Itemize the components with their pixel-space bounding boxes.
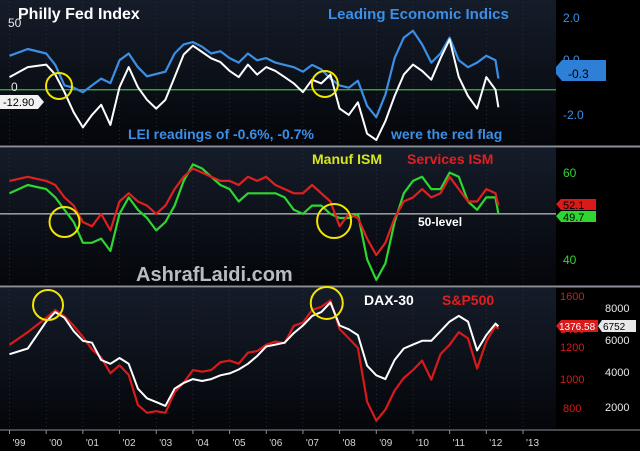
p3-sp-value: 1376.58	[559, 322, 596, 333]
x-label-2005: '05	[233, 438, 246, 449]
series-philly-fed	[9, 38, 500, 141]
p3-sp-tick-1600: 1600	[560, 291, 584, 303]
watermark: AshrafLaidi.com	[136, 264, 293, 286]
p2-legend-services: Services ISM	[407, 151, 493, 167]
circle-p3-2007	[309, 286, 344, 320]
x-label-2006: '06	[269, 438, 282, 449]
circle-p2-2000	[48, 206, 81, 238]
p3-dax-tick-6000: 6000	[605, 335, 629, 347]
p3-dax-value: 6752	[603, 322, 626, 333]
panel3-background	[0, 288, 556, 429]
reference-lines	[0, 89, 556, 215]
p3-sp-tick-1000: 1000	[560, 374, 584, 386]
x-label-2009: '09	[379, 438, 392, 449]
p1-annotation-flag: were the red flag	[390, 126, 502, 142]
circle-p2-2007	[316, 203, 353, 239]
x-label-2007: '07	[306, 438, 319, 449]
p2-fifty-label: 50-level	[418, 215, 462, 229]
x-label-2013: '13	[526, 438, 539, 449]
x-label-2008: '08	[343, 438, 356, 449]
p1-title: Philly Fed Index	[18, 6, 140, 23]
p3-sp-tick-800: 800	[563, 403, 581, 415]
circle-p1-2000	[45, 72, 74, 100]
p1-right-value: -0.3	[568, 67, 589, 81]
p1-right-value-badge	[556, 60, 606, 81]
x-label-2012: '12	[489, 438, 502, 449]
p2-legend-manuf: Manuf ISM	[312, 151, 382, 167]
series-manuf-ism	[9, 163, 500, 281]
p1-left-tick-50: 50	[8, 16, 22, 30]
series-services-ism	[9, 167, 500, 257]
series-dax30	[9, 301, 500, 407]
p1-right-tick-neg2: -2.0	[563, 108, 584, 122]
series-sp500	[8, 299, 500, 422]
x-label-2002: '02	[123, 438, 136, 449]
x-label-2001: '01	[86, 438, 99, 449]
x-label-2010: '10	[416, 438, 429, 449]
x-label-2011: '11	[453, 438, 466, 449]
circle-p3-2000	[32, 289, 65, 321]
series-layer	[8, 29, 500, 422]
p3-dax-tick-8000: 8000	[605, 303, 629, 315]
panel2-background	[0, 148, 556, 285]
x-label-2000: '00	[49, 438, 62, 449]
p2-manuf-value-badge	[556, 211, 596, 222]
p3-dax-tick-4000: 4000	[605, 367, 629, 379]
p2-right-tick-40: 40	[563, 253, 577, 267]
p1-left-value-badge	[0, 95, 44, 109]
p3-sp-value-badge	[556, 320, 598, 332]
p2-right-tick-60: 60	[563, 166, 577, 180]
p3-dax-tick-2000: 2000	[605, 402, 629, 414]
p3-dax-value-badge	[598, 320, 636, 332]
x-label-1999: '99	[13, 438, 26, 449]
p1-right-tick-2: 2.0	[563, 11, 580, 25]
p1-left-value: -12.90	[3, 97, 34, 109]
p3-legend-dax: DAX-30	[364, 292, 414, 308]
p1-annotation-lei: LEI readings of -0.6%, -0.7%	[128, 126, 314, 142]
p1-left-tick-0: 0	[11, 80, 18, 94]
p1-title-right: Leading Economic Indics	[328, 6, 509, 23]
p2-manuf-value: 49.7	[563, 212, 584, 224]
p2-services-value-badge	[556, 199, 596, 210]
p3-legend-sp500: S&P500	[442, 292, 494, 308]
x-axis: '99 '00 '01 '02 '03 '04 '05 '06 '07 '08 '09 '10 '11 '…	[9, 430, 539, 449]
x-label-2003: '03	[159, 438, 172, 449]
p3-sp-tick-1200: 1200	[560, 342, 584, 354]
highlight-circles	[32, 70, 353, 321]
series-lei	[9, 29, 500, 119]
circle-p1-2007	[310, 70, 339, 98]
p2-services-value: 52.1	[563, 200, 584, 212]
x-label-2004: '04	[196, 438, 209, 449]
